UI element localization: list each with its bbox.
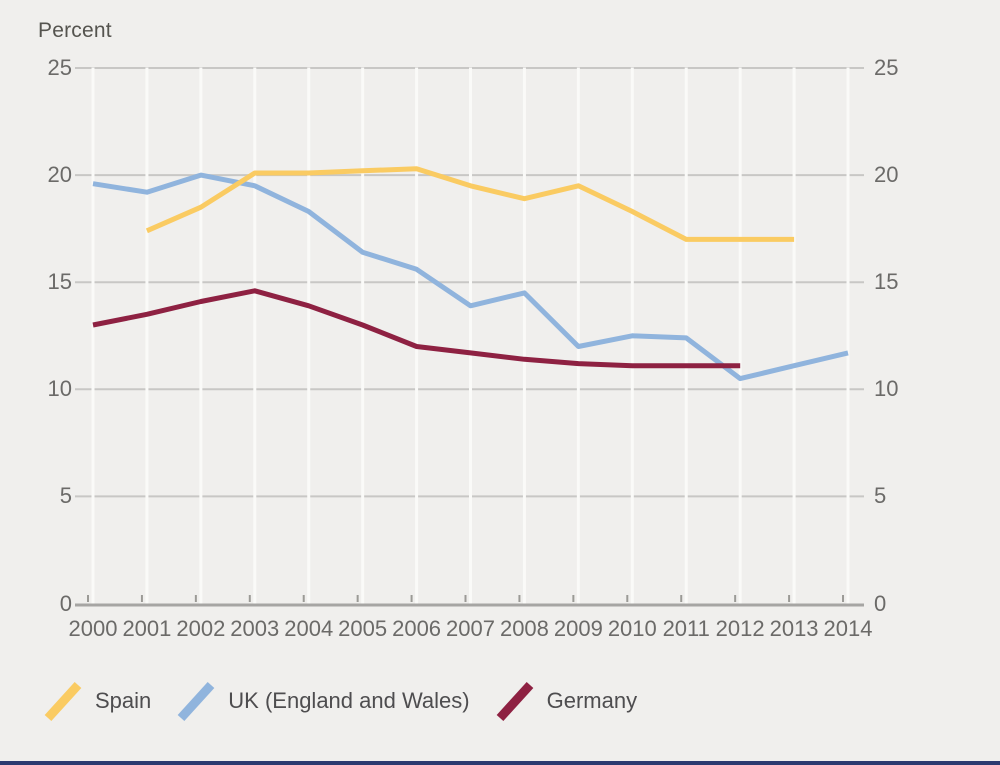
bottom-accent-bar (0, 761, 1000, 765)
legend-label: Germany (546, 688, 638, 713)
x-tick-label-2001: 2001 (122, 616, 172, 641)
y-tick-right-20: 20 (874, 162, 899, 188)
x-tick-label-2009: 2009 (553, 616, 603, 641)
y-tick-left-20: 20 (47, 162, 72, 188)
y-tick-left-5: 5 (59, 483, 72, 509)
x-tick-label-2007: 2007 (446, 616, 495, 641)
y-tick-right-15: 15 (874, 269, 899, 295)
legend-swatch-icon (44, 681, 82, 722)
legend-swatch-icon (177, 681, 215, 722)
y-tick-right-10: 10 (874, 376, 899, 402)
x-tick-label-2004: 2004 (284, 616, 334, 641)
x-tick-label-2002: 2002 (176, 616, 226, 641)
x-tick-label-2014: 2014 (823, 616, 873, 641)
x-tick-label-2013: 2013 (769, 616, 819, 641)
x-tick-label-2012: 2012 (715, 616, 765, 641)
x-tick-label-2010: 2010 (607, 616, 657, 641)
y-tick-left-10: 10 (47, 376, 72, 402)
legend-swatch-icon (496, 681, 533, 722)
y-tick-right-5: 5 (874, 483, 887, 509)
x-tick-label-2003: 2003 (230, 616, 280, 641)
x-tick-label-2006: 2006 (392, 616, 442, 641)
legend-item-uk-england-and-wales: UK (England and Wales) (175, 679, 470, 723)
y-tick-right-0: 0 (874, 590, 887, 616)
y-tick-left-15: 15 (47, 269, 72, 295)
legend-item-spain: Spain (42, 679, 151, 723)
legend-label: Spain (95, 688, 152, 713)
y-tick-right-25: 25 (874, 55, 899, 80)
y-tick-left-25: 25 (47, 55, 72, 80)
line-chart-plot-area (75, 67, 864, 607)
legend-item-germany: Germany (494, 679, 637, 723)
legend: Spain UK (England and Wales) Germany (42, 679, 661, 723)
y-tick-left-0: 0 (59, 590, 72, 616)
series-line-spain (145, 166, 795, 242)
x-tick-label-2011: 2011 (662, 616, 710, 641)
legend-label: UK (England and Wales) (228, 688, 470, 713)
x-tick-label-2000: 2000 (68, 616, 118, 641)
y-axis-title: Percent (38, 19, 112, 42)
x-tick-label-2005: 2005 (338, 616, 388, 641)
x-tick-label-2008: 2008 (499, 616, 549, 641)
series-line-germany (92, 288, 741, 369)
